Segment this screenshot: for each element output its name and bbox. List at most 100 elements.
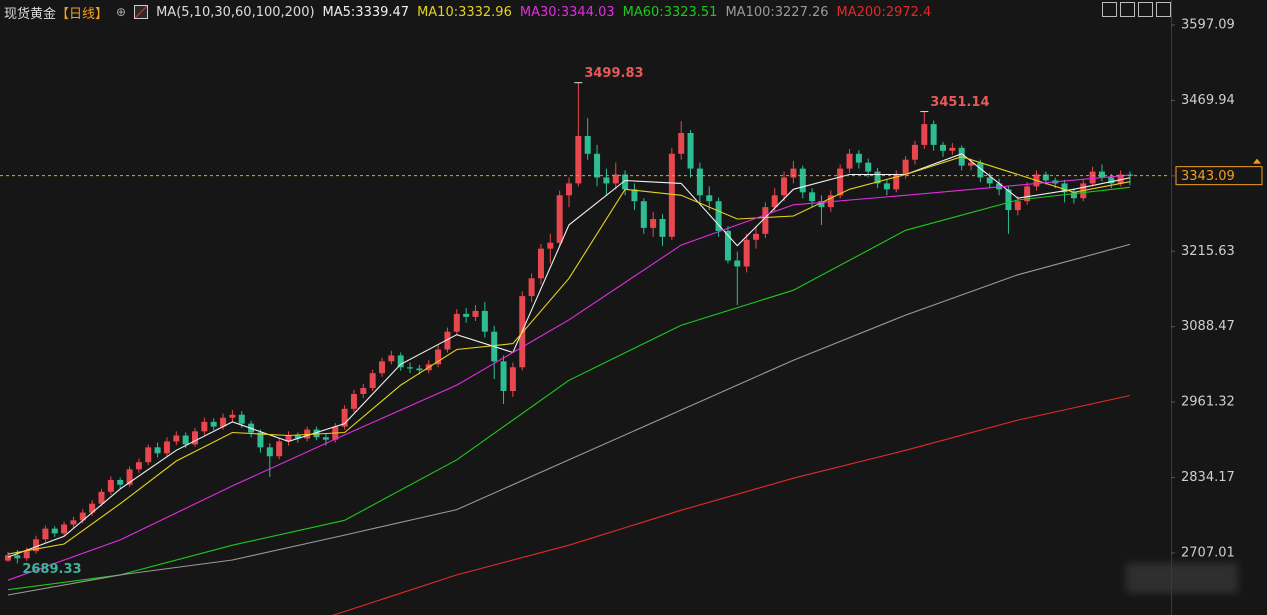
candle-body [117,479,124,485]
candle-body [210,421,217,427]
high-label: 3499.83 [584,66,643,81]
ma-line [7,174,1131,581]
candle-body [107,479,114,492]
candle-body [668,153,675,237]
candle-body [163,441,170,454]
tool-button[interactable] [1120,2,1135,17]
tool-button[interactable] [1102,2,1117,17]
legend-entry[interactable]: MA30:3344.03 [519,4,615,20]
indicator[interactable]: MA(5,10,30,60,100,200) [156,4,315,20]
candle-body [528,278,535,297]
candle-body [743,239,750,267]
candle-body [341,408,348,427]
candle-body [855,153,862,163]
candle-body [911,144,918,160]
last-price-label: 3343.09 [1181,169,1235,184]
candle-body [350,393,357,409]
candle-body [1014,201,1021,211]
candle-body [1108,177,1115,184]
watermark [1126,563,1238,593]
candle-body [547,242,554,249]
candle-body [173,435,180,442]
candle-body [921,124,928,145]
plot-area [0,82,1170,615]
low-label: 2689.33 [22,562,81,577]
candle-body [182,435,189,445]
last-price-box [1175,166,1263,186]
ma-line [7,153,1131,558]
legend-bar: 现货黄金 【日线】 ⊕ MA(5,10,30,60,100,200) MA5:3… [4,3,932,22]
ma-line [7,156,1131,555]
legend-entry[interactable]: MA200:2972.4 [836,4,932,20]
candle-body [1061,183,1068,193]
candle-body [883,183,890,190]
candle-body [444,331,451,350]
y-tick-label: 3088.47 [1181,319,1235,334]
overlay: 3597.093469.943342.783215.633088.472961.… [22,18,1263,577]
candle-body [313,429,320,438]
candle-body [369,373,376,389]
legend-entry[interactable]: MA60:3323.51 [622,4,718,20]
y-tick-label: 3215.63 [1181,244,1235,259]
tool-button[interactable] [1156,2,1171,17]
candle-body [229,414,236,418]
candle-body [986,177,993,184]
candle-body [294,435,301,439]
legend-entry[interactable]: MA10:3332.96 [417,4,512,20]
candle-body [70,520,77,525]
candle-body [1042,174,1049,181]
candle-body [500,361,507,392]
candle-body [33,539,40,552]
candle-body [79,512,86,521]
candle-body [902,159,909,175]
candle-body [98,491,105,504]
candle-body [818,201,825,208]
y-tick-label: 2707.01 [1181,545,1235,560]
legend-entry[interactable]: MA100:3227.26 [725,4,829,20]
candle-body [734,260,741,267]
candle-body [89,503,96,513]
candle-body [14,555,21,559]
candle-body [865,162,872,172]
last-price-arrow [1253,158,1261,164]
candle-body [42,528,49,540]
candle-body [1089,171,1096,184]
candle-body [360,388,367,394]
candle-body [416,368,423,371]
candle-body [379,361,385,374]
candle-body [799,168,806,193]
candle-body [266,447,273,457]
candle-body [238,414,245,424]
candle-body [285,435,292,442]
candle-body [715,201,722,231]
candle-body [135,462,142,470]
candle-body [594,153,601,178]
candle-body [753,233,759,240]
period[interactable]: 【日线】 [56,6,109,22]
candle-body [1005,189,1012,211]
high-label: 3451.14 [930,95,989,110]
candle-body [622,174,629,190]
candle-body [220,417,227,427]
tool-button[interactable] [1138,2,1153,17]
toolbar [1102,2,1171,17]
candle-body [145,447,152,463]
candle-body [575,135,582,184]
candle-body [257,432,264,448]
candle-body [893,174,900,190]
candle-body [192,431,198,445]
candle-body [51,528,58,534]
candle-body [949,147,956,151]
add-icon[interactable]: ⊕ [116,5,127,19]
legend-entry[interactable]: MA5:3339.47 [322,4,410,20]
candle-body [724,230,731,261]
candle-body [706,195,713,202]
candle-body [584,135,591,154]
candle-body [640,201,647,228]
ma-line [7,243,1131,596]
candle-body [762,207,769,234]
candle-body [435,349,442,365]
candle-body [678,133,685,154]
